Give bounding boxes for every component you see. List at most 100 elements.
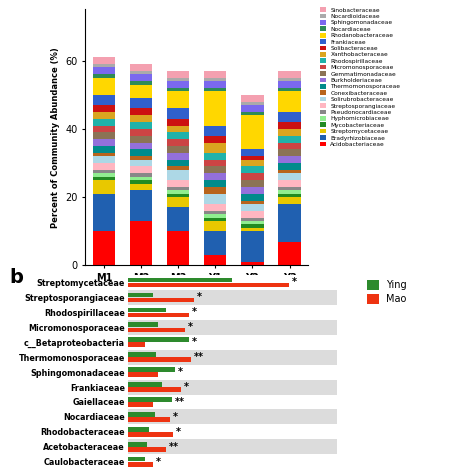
Bar (93, 57, 115, 64)
Bar (204, 221, 227, 231)
Bar (128, 417, 170, 422)
Bar (278, 204, 301, 242)
Bar (93, 118, 115, 126)
Bar (130, 81, 152, 84)
Bar (128, 337, 189, 342)
Bar (204, 153, 227, 160)
Bar (128, 394, 337, 410)
Bar (204, 71, 227, 78)
Bar (93, 173, 115, 177)
Bar (278, 149, 301, 156)
Bar (128, 328, 185, 332)
Bar (278, 163, 301, 170)
Bar (128, 424, 337, 439)
Bar (167, 166, 189, 170)
Bar (204, 126, 227, 136)
Bar (204, 231, 227, 255)
Bar (204, 88, 227, 91)
Bar (130, 221, 152, 265)
Bar (130, 149, 152, 156)
Bar (278, 136, 301, 143)
Bar (93, 153, 115, 156)
Bar (241, 262, 264, 265)
Bar (167, 78, 189, 81)
Bar (278, 91, 301, 112)
Bar (130, 129, 152, 136)
Bar (241, 201, 264, 204)
Bar (278, 197, 301, 204)
Bar (128, 322, 158, 327)
Bar (278, 129, 301, 136)
Bar (241, 180, 264, 187)
Bar (241, 149, 264, 156)
Bar (128, 397, 172, 401)
Bar (204, 143, 227, 153)
Bar (128, 298, 194, 302)
Text: *: * (188, 322, 193, 332)
Bar (241, 115, 264, 149)
Bar (128, 305, 337, 320)
Bar (204, 91, 227, 126)
Bar (278, 122, 301, 129)
Bar (167, 194, 189, 197)
Bar (241, 225, 264, 228)
Bar (128, 352, 156, 357)
Text: **: ** (193, 352, 203, 362)
Bar (278, 78, 301, 81)
Bar (278, 81, 301, 88)
Text: *: * (176, 427, 182, 437)
Bar (241, 112, 264, 115)
Bar (241, 194, 264, 201)
Bar (130, 183, 152, 191)
Bar (130, 115, 152, 122)
Bar (167, 191, 189, 194)
Bar (278, 88, 301, 91)
Bar (93, 132, 115, 139)
Bar (130, 122, 152, 129)
Bar (93, 78, 115, 95)
Bar (128, 439, 337, 454)
Text: *: * (184, 382, 189, 392)
Bar (93, 74, 115, 78)
Bar (130, 173, 152, 177)
Bar (128, 387, 181, 392)
Bar (278, 71, 301, 78)
Bar (130, 84, 152, 98)
Bar (128, 343, 145, 347)
Bar (204, 187, 227, 194)
Bar (130, 177, 152, 180)
Bar (130, 191, 152, 221)
Bar (167, 81, 189, 88)
Bar (128, 312, 189, 317)
Bar (278, 156, 301, 163)
Bar (167, 118, 189, 126)
Bar (167, 139, 189, 146)
Bar (278, 170, 301, 173)
Bar (128, 335, 337, 350)
Bar (128, 320, 337, 335)
Bar (204, 136, 227, 143)
Bar (241, 211, 264, 218)
Bar (167, 146, 189, 153)
Bar (241, 105, 264, 112)
Bar (128, 457, 145, 462)
Bar (167, 170, 189, 180)
Legend: Sinobacteraceae, Nocardioidaceae, Sphingomonadaceae, Nocardiaceae, Rhodanobacter: Sinobacteraceae, Nocardioidaceae, Sphing… (320, 7, 401, 147)
Bar (241, 204, 264, 211)
Bar (128, 357, 191, 362)
Bar (128, 382, 162, 387)
Bar (130, 136, 152, 143)
Bar (93, 126, 115, 132)
Text: *: * (178, 367, 183, 377)
Text: *: * (191, 337, 197, 347)
Bar (241, 221, 264, 225)
Bar (204, 211, 227, 214)
Bar (130, 109, 152, 115)
Bar (204, 160, 227, 166)
Bar (128, 290, 337, 305)
Bar (130, 180, 152, 183)
Bar (278, 242, 301, 265)
Bar (128, 350, 337, 365)
Text: *: * (173, 412, 178, 422)
Bar (93, 64, 115, 67)
